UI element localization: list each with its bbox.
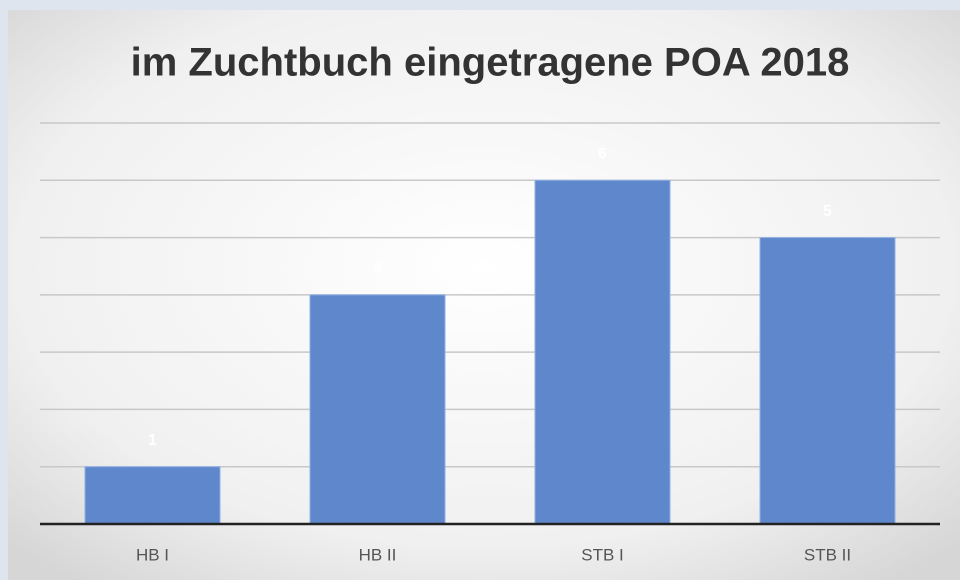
x-tick-label: HB II [359, 545, 397, 564]
bar [309, 294, 446, 525]
bar [84, 466, 221, 525]
x-tick-label: STB II [804, 545, 851, 564]
bar [759, 237, 896, 525]
x-tick-label: HB I [136, 545, 169, 564]
chart-title: im Zuchtbuch eingetragene POA 2018 [131, 41, 850, 85]
bar [534, 179, 671, 525]
data-label: 6 [598, 146, 607, 163]
data-label: 5 [823, 203, 832, 220]
data-label: 4 [373, 260, 382, 277]
data-label: 1 [148, 432, 157, 449]
x-tick-label: STB I [581, 545, 624, 564]
